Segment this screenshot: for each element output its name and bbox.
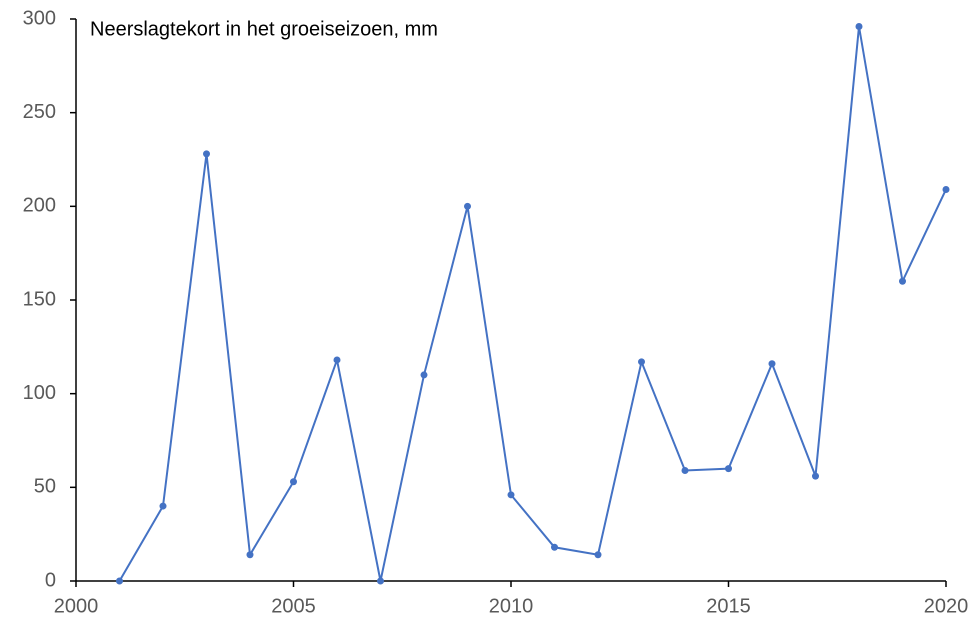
data-point — [899, 277, 906, 285]
y-tick-label: 200 — [23, 195, 56, 217]
data-point — [725, 465, 732, 473]
y-tick-label: 150 — [23, 288, 56, 310]
data-point — [594, 551, 602, 559]
y-tick-label: 250 — [23, 101, 56, 123]
data-point — [333, 356, 341, 364]
x-tick-label: 2005 — [271, 595, 316, 617]
data-point — [551, 543, 558, 551]
data-point — [768, 360, 776, 368]
x-tick-label: 2015 — [706, 595, 751, 617]
data-point — [812, 472, 819, 480]
data-point — [464, 202, 471, 210]
data-point — [159, 502, 167, 510]
y-tick-label: 300 — [23, 7, 56, 29]
x-tick-label: 2000 — [54, 595, 99, 617]
y-tick-label: 0 — [45, 569, 56, 591]
data-point — [638, 358, 645, 366]
data-point — [855, 22, 863, 30]
y-tick-label: 50 — [34, 476, 56, 498]
data-point — [942, 185, 950, 193]
data-point — [246, 551, 254, 559]
chart-title: Neerslagtekort in het groeiseizoen, mm — [90, 18, 438, 40]
data-point — [116, 577, 123, 585]
data-point — [420, 371, 428, 379]
data-point — [290, 478, 297, 486]
x-tick-label: 2020 — [924, 595, 969, 617]
data-point — [203, 150, 210, 158]
y-tick-label: 100 — [23, 382, 56, 404]
data-point — [681, 466, 689, 474]
data-point — [377, 577, 384, 585]
data-line — [118, 26, 947, 582]
data-point — [507, 491, 515, 499]
x-tick-label: 2010 — [489, 595, 534, 617]
